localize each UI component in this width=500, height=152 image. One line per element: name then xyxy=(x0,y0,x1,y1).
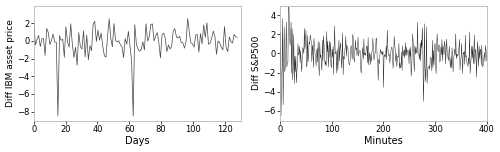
Y-axis label: Diff S&P500: Diff S&P500 xyxy=(252,36,260,90)
Y-axis label: Diff IBM asset price: Diff IBM asset price xyxy=(6,19,15,107)
X-axis label: Days: Days xyxy=(125,136,150,146)
X-axis label: Minutes: Minutes xyxy=(364,136,403,146)
